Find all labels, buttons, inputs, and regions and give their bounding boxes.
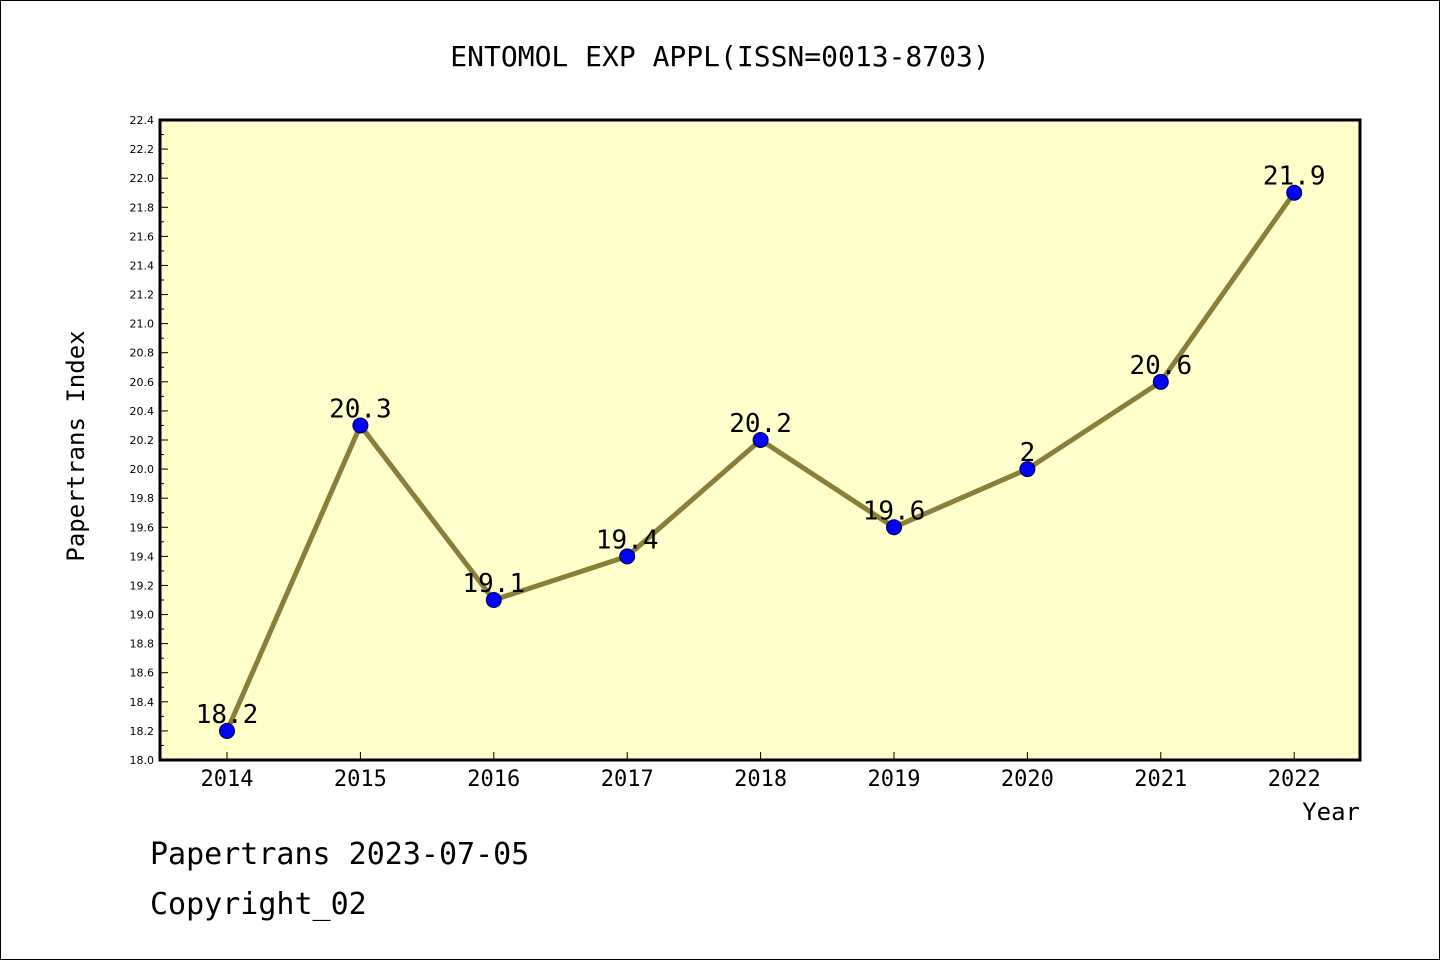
data-label: 20.2 — [729, 409, 792, 439]
data-point — [219, 722, 235, 739]
x-tick-label: 2020 — [1001, 767, 1054, 792]
y-axis-label: Papertrans Index — [62, 330, 90, 561]
y-tick-label: 21.0 — [130, 318, 155, 331]
data-point — [752, 432, 769, 448]
data-label: 2 — [1020, 438, 1036, 468]
data-point — [1152, 373, 1169, 390]
data-point — [485, 592, 502, 608]
x-tick-label: 2018 — [734, 767, 787, 792]
y-tick-label: 20.2 — [130, 434, 155, 447]
x-tick-label: 2019 — [868, 767, 921, 792]
data-point — [352, 417, 369, 434]
data-label: 21.9 — [1263, 162, 1326, 192]
footer-date: Papertrans 2023-07-05 — [150, 837, 529, 872]
data-point — [619, 548, 636, 565]
y-tick-label: 20.6 — [130, 376, 155, 389]
data-point — [1019, 461, 1036, 478]
plot-border — [158, 118, 1362, 762]
series-markers — [219, 184, 1303, 739]
x-tick-label: 2015 — [334, 767, 387, 792]
y-tick-label: 19.2 — [130, 579, 155, 592]
x-tick-label: 2016 — [467, 767, 520, 792]
data-point — [1286, 184, 1303, 201]
y-tick-label: 21.4 — [130, 259, 155, 272]
data-label: 20.3 — [329, 394, 392, 424]
x-axis-ticks: 2014 2015 2016 2017 2018 2019 2020 2021 2022 — [201, 752, 1321, 792]
x-tick-label: 2022 — [1268, 767, 1321, 792]
y-tick-label: 22.2 — [130, 143, 155, 156]
y-tick-label: 21.8 — [130, 201, 155, 214]
y-tick-label: 20.0 — [130, 463, 155, 476]
data-label: 19.6 — [863, 496, 926, 526]
y-tick-label: 20.4 — [130, 405, 155, 418]
data-label: 19.1 — [462, 569, 525, 599]
y-tick-label: 19.0 — [130, 609, 155, 622]
y-tick-label: 19.6 — [130, 521, 155, 534]
y-tick-label: 19.8 — [130, 492, 155, 505]
y-tick-label: 18.2 — [130, 725, 155, 738]
footer-copyright: Copyright_02 — [150, 887, 367, 922]
y-tick-label: 21.2 — [130, 289, 155, 302]
data-labels: 18.2 20.3 19.1 19.4 20.2 19.6 2 20.6 21.9 — [196, 162, 1326, 730]
y-axis-ticks: 18.0 18.2 18.4 18.6 18.8 19.0 19.2 19.4 19.6 19.8… — [130, 114, 168, 767]
x-tick-label: 2021 — [1134, 767, 1187, 792]
x-tick-label: 2014 — [201, 767, 254, 792]
x-axis-label: Year — [1302, 798, 1360, 826]
data-point — [886, 519, 902, 536]
data-label: 20.6 — [1129, 351, 1192, 381]
y-tick-label: 18.4 — [130, 696, 155, 709]
y-tick-label: 18.0 — [130, 754, 155, 767]
y-tick-label: 22.0 — [130, 172, 155, 185]
y-tick-label: 18.6 — [130, 667, 155, 680]
y-tick-label: 22.4 — [130, 114, 155, 127]
chart-title: ENTOMOL EXP APPL(ISSN=0013-8703) — [450, 40, 989, 73]
data-label: 19.4 — [596, 525, 659, 555]
y-tick-label: 21.6 — [130, 230, 155, 243]
x-tick-label: 2017 — [601, 767, 654, 792]
data-label: 18.2 — [196, 700, 259, 730]
y-tick-label: 20.8 — [130, 347, 155, 360]
y-tick-label: 19.4 — [130, 550, 155, 563]
y-tick-label: 18.8 — [130, 638, 155, 651]
